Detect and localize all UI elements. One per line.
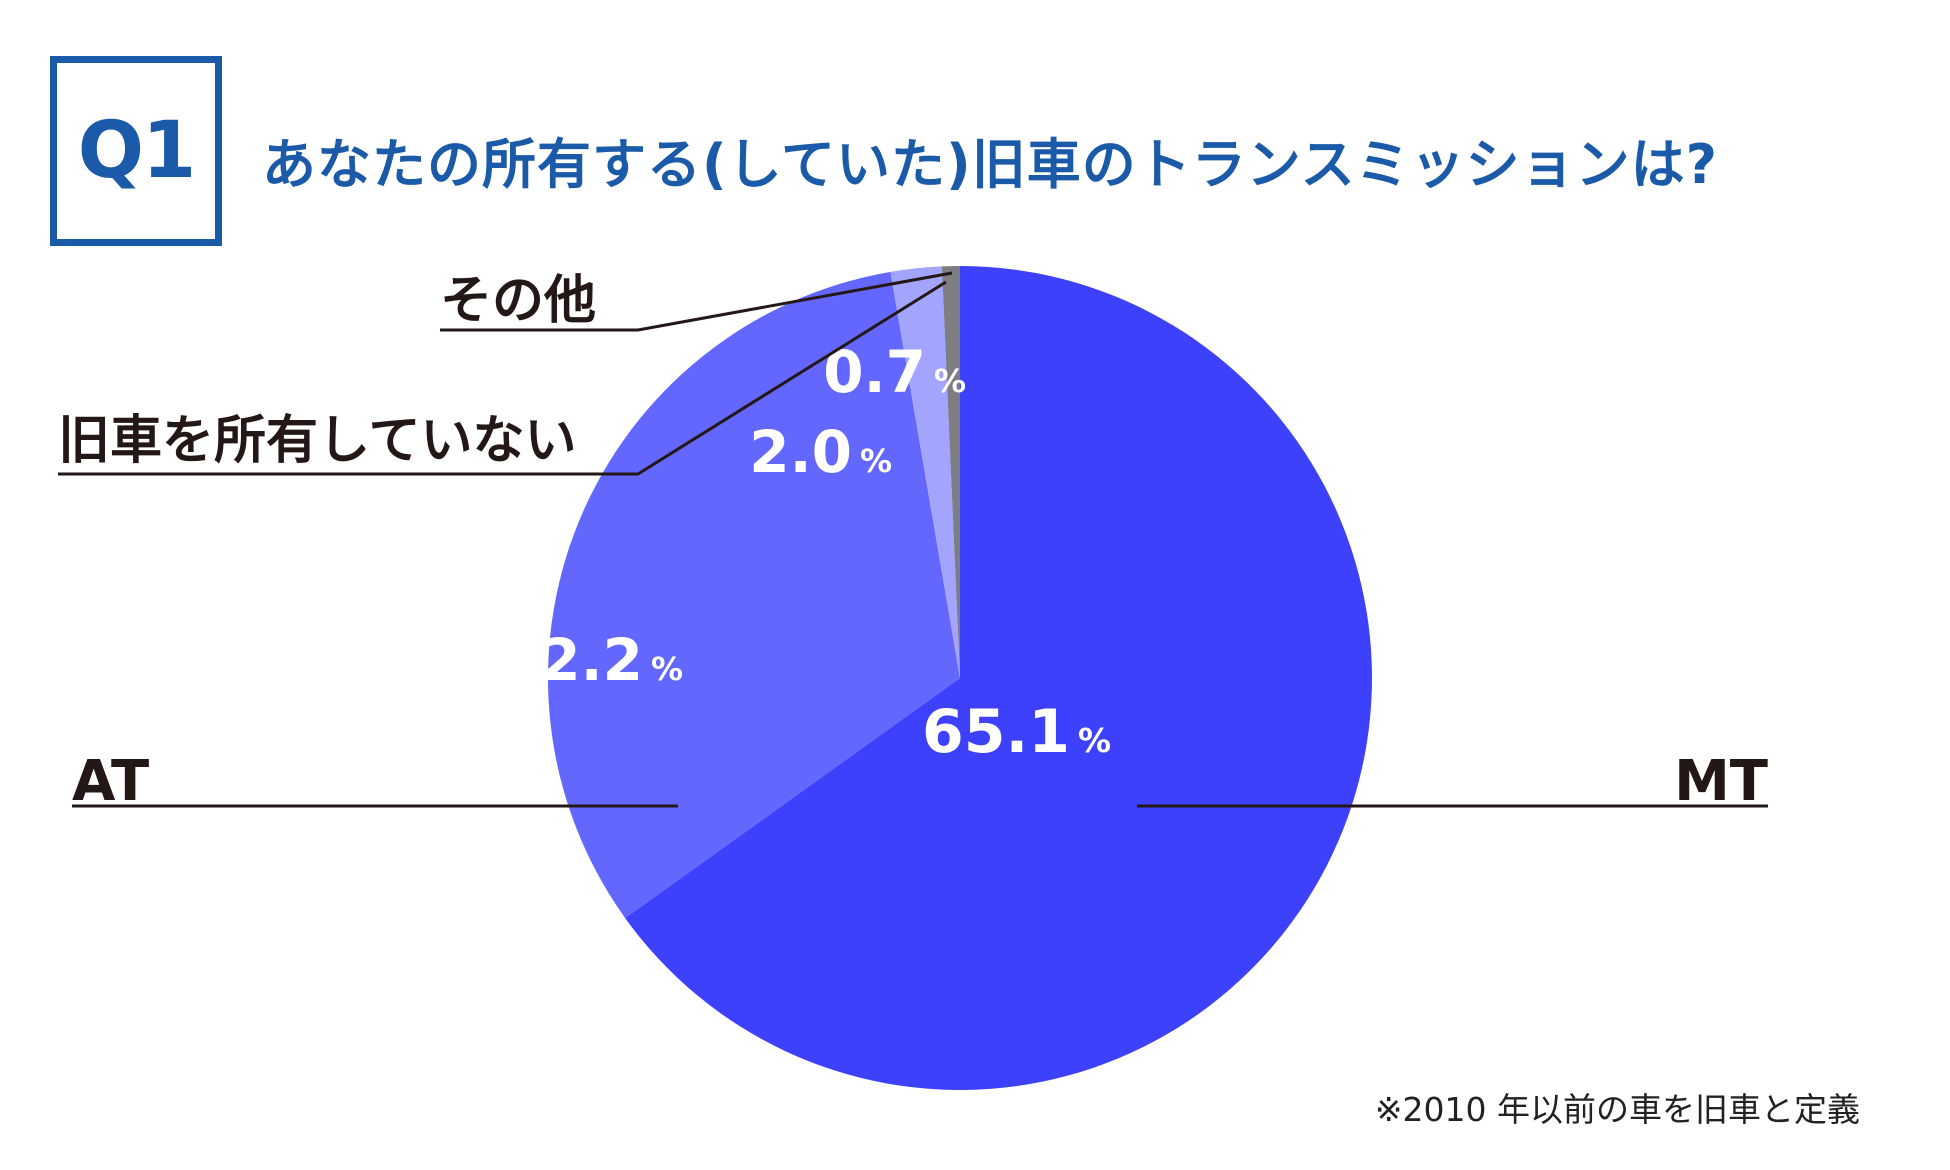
- pie-slice-other: [941, 266, 960, 678]
- question-title: あなたの所有する(していた)旧車のトランスミッションは?: [262, 133, 1718, 196]
- value-label-mt: 65.1: [922, 697, 1070, 767]
- value-label-at: 32.2: [500, 626, 643, 694]
- question-number-box: Q1: [50, 56, 222, 246]
- leader-line-none: [58, 280, 947, 476]
- value-label-none: 2.0: [749, 418, 852, 486]
- value-unit-none: %: [860, 442, 892, 480]
- pie-slice-mt: [625, 266, 1372, 1090]
- category-label-none: 旧車を所有していない: [58, 411, 576, 471]
- category-label-mt: MT: [1674, 749, 1768, 814]
- category-label-at: AT: [72, 749, 149, 814]
- leader-line-other: [440, 271, 953, 332]
- footnote: ※2010 年以前の車を旧車と定義: [1374, 1090, 1860, 1129]
- pie-slice-at: [547, 271, 960, 919]
- value-unit-other: %: [934, 362, 966, 400]
- value-unit-mt: %: [1078, 721, 1111, 760]
- value-unit-at: %: [651, 650, 683, 688]
- pie-slice-none: [890, 266, 960, 678]
- question-number: Q1: [77, 106, 197, 196]
- category-label-other: その他: [440, 271, 596, 331]
